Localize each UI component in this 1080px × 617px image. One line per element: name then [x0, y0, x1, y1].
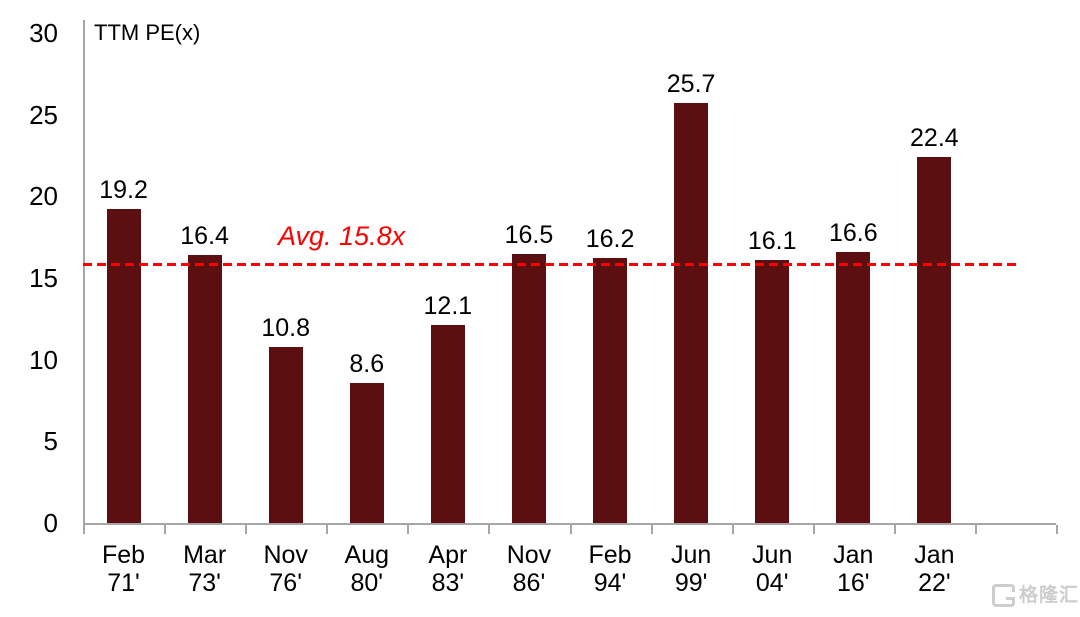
bar-value-label: 25.7 — [666, 70, 716, 99]
x-category-year: 16' — [836, 569, 870, 597]
x-axis-line — [83, 523, 1056, 525]
bar — [917, 157, 952, 523]
y-tick-label: 25 — [29, 99, 58, 130]
bar-value-label: 16.4 — [180, 222, 229, 251]
x-category-month: Aug — [344, 541, 390, 569]
bar — [755, 260, 790, 523]
x-axis-tick — [245, 525, 248, 534]
x-category-label: Aug 80' — [307, 541, 427, 597]
x-axis-tick — [164, 525, 167, 534]
bar — [674, 103, 709, 523]
x-axis-tick — [83, 525, 85, 534]
x-category-label: Jun 99' — [631, 541, 751, 597]
x-axis-tick — [569, 525, 572, 534]
x-category-label: Apr 83' — [388, 541, 508, 597]
x-category-label: Feb 71' — [64, 541, 184, 597]
x-category-year: 73' — [188, 569, 221, 597]
x-category-month: Jun — [670, 541, 712, 569]
x-axis-tick — [326, 525, 329, 534]
y-tick-label: 15 — [29, 263, 58, 293]
x-category-year: 94' — [593, 569, 627, 597]
bar-value-label: 19.2 — [99, 176, 148, 205]
x-category-year: 04' — [755, 569, 789, 597]
y-tick-label: 5 — [43, 426, 58, 457]
bar-value-label: 16.5 — [504, 220, 554, 249]
bar-value-label: 8.6 — [349, 349, 385, 378]
bar-value-label: 16.2 — [585, 225, 635, 254]
bar-value-label: 10.8 — [261, 313, 311, 342]
x-category-year: 86' — [512, 569, 546, 597]
y-tick-label: 20 — [29, 181, 58, 212]
bar — [106, 209, 141, 523]
bar-value-label: 16.1 — [747, 227, 797, 256]
bar-value-label: 12.1 — [423, 292, 473, 321]
x-category-month: Mar — [183, 541, 227, 569]
watermark: 格隆汇 — [992, 584, 1079, 607]
x-category-month: Jan — [914, 541, 955, 569]
y-tick-label: 0 — [43, 508, 58, 538]
x-axis-tick — [731, 525, 734, 534]
x-axis-tick — [893, 525, 896, 534]
x-category-label: Mar 73' — [145, 541, 265, 597]
avg-line — [83, 263, 1016, 267]
x-category-month: Apr — [428, 541, 468, 569]
x-axis-tick — [812, 525, 815, 534]
y-tick-label: 30 — [29, 18, 58, 48]
x-category-year: 80' — [350, 569, 384, 597]
bar — [511, 253, 546, 523]
x-category-label: Nov 86' — [469, 541, 589, 597]
x-axis-tick — [407, 525, 410, 534]
x-category-month: Nov — [506, 541, 552, 569]
watermark-text: 格隆汇 — [1019, 585, 1080, 606]
bar — [187, 255, 222, 523]
bar — [593, 258, 628, 523]
x-category-month: Nov — [263, 541, 308, 569]
x-category-label: Jan 22' — [874, 541, 994, 597]
x-axis-tick — [488, 525, 491, 534]
x-axis-tick — [650, 525, 653, 534]
avg-line-label: Avg. 15.8x — [278, 221, 406, 251]
x-category-month: Jun — [752, 541, 793, 569]
x-category-year: 99' — [674, 569, 708, 597]
x-category-year: 83' — [431, 569, 465, 597]
bar — [836, 251, 871, 523]
bar — [430, 325, 465, 523]
x-axis-tick — [1056, 525, 1058, 534]
y-tick-label: 10 — [29, 344, 58, 375]
bar-value-label: 16.6 — [828, 218, 878, 247]
x-category-year: 22' — [918, 569, 951, 597]
x-category-label: Feb 94' — [550, 541, 670, 597]
bar — [268, 346, 303, 523]
x-category-year: 76' — [269, 569, 302, 597]
x-category-month: Feb — [588, 541, 632, 569]
y-axis-line — [83, 20, 85, 525]
x-category-year: 71' — [107, 569, 140, 597]
chart-title: TTM PE(x) — [94, 20, 201, 45]
gelonghui-logo-icon — [992, 584, 1015, 607]
bar-value-label: 22.4 — [910, 124, 959, 153]
x-category-month: Jan — [833, 541, 874, 569]
x-category-label: Jun 04' — [712, 541, 832, 597]
x-category-label: Jan 16' — [793, 541, 913, 597]
x-axis-tick — [974, 525, 977, 534]
x-category-month: Feb — [101, 541, 146, 569]
x-category-label: Nov 76' — [226, 541, 346, 597]
bar — [349, 382, 384, 523]
